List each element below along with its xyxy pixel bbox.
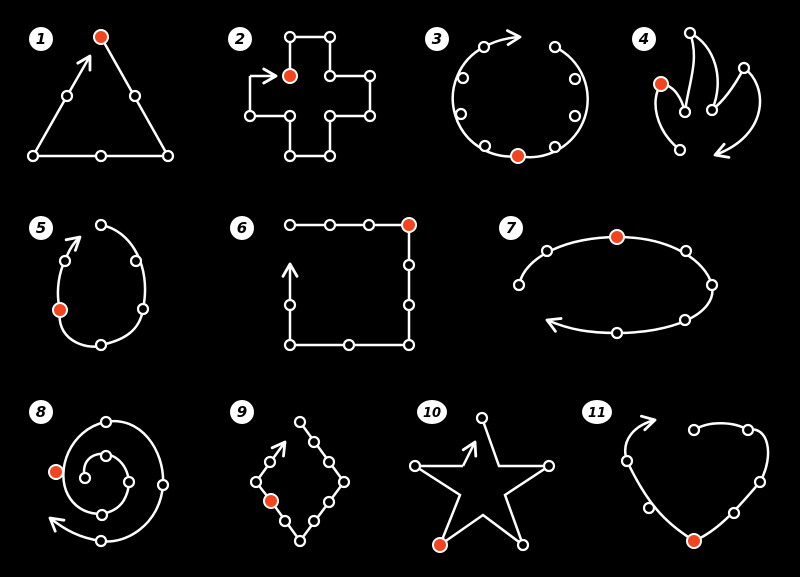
figure-4-flame: 4 — [632, 26, 762, 159]
figure-2-cross: 2 — [228, 27, 377, 163]
trace-dots — [673, 26, 751, 157]
figure-number-label: 9 — [237, 403, 247, 421]
direction-arrow — [56, 235, 82, 311]
trace-dots — [26, 89, 175, 163]
figure-number-label: 10 — [423, 406, 441, 421]
start-point — [282, 68, 298, 84]
figure-number-label: 1 — [36, 30, 46, 48]
start-point — [653, 76, 669, 92]
number-badge — [632, 27, 656, 51]
direction-arrow — [660, 30, 762, 159]
trace-path — [58, 223, 147, 348]
trace-dots — [512, 244, 719, 340]
start-point — [510, 148, 526, 164]
trace-path — [48, 419, 165, 543]
trace-path — [248, 35, 372, 158]
figure-8-spiral: 8 — [29, 400, 170, 548]
trace-path — [410, 464, 463, 546]
figure-5-egg: 5 — [29, 216, 150, 352]
number-badge — [29, 27, 53, 51]
trace-path — [288, 223, 411, 347]
number-badge — [417, 400, 447, 424]
trace-dots — [408, 411, 556, 552]
figure-number-label: 8 — [36, 403, 46, 421]
start-point — [432, 537, 448, 553]
start-point — [48, 464, 64, 480]
direction-arrow — [65, 54, 92, 97]
trace-path — [439, 417, 554, 549]
number-badge — [230, 216, 254, 240]
trace-dots — [454, 40, 582, 154]
trace-dots — [249, 415, 351, 548]
figure-7-ellipse: 7 — [499, 216, 719, 340]
trace-dots — [620, 423, 767, 520]
figure-9-rhombus: 9 — [230, 400, 351, 548]
figure-number-label: 4 — [638, 30, 649, 48]
number-badge — [230, 400, 254, 424]
trace-dots — [283, 218, 416, 352]
direction-arrow — [624, 414, 695, 543]
start-point — [93, 29, 109, 45]
start-point — [52, 302, 68, 318]
trace-path — [517, 45, 589, 159]
figure-number-label: 11 — [588, 406, 606, 421]
trace-dots — [58, 218, 150, 352]
number-badge — [228, 27, 252, 51]
trace-path — [30, 36, 171, 158]
number-badge — [582, 400, 612, 424]
start-point — [609, 229, 625, 245]
direction-arrow — [461, 440, 478, 467]
number-badge — [425, 27, 449, 51]
figure-6-square: 6 — [230, 216, 417, 352]
trace-path — [517, 235, 618, 286]
start-point — [263, 493, 279, 509]
figure-1-triangle: 1 — [26, 27, 175, 163]
start-point — [401, 217, 417, 233]
figure-11-heart: 11 — [582, 400, 770, 549]
trace-path — [693, 422, 770, 543]
trace-dots — [78, 415, 170, 548]
figure-number-label: 3 — [432, 30, 442, 48]
direction-arrow — [254, 440, 287, 502]
figure-10-star: 10 — [408, 400, 556, 553]
number-badge — [29, 216, 53, 240]
figure-number-label: 5 — [36, 219, 46, 237]
start-point — [686, 533, 702, 549]
figure-number-label: 2 — [235, 30, 245, 48]
figure-number-label: 6 — [237, 219, 247, 237]
trace-dots — [243, 30, 377, 163]
number-badge — [499, 216, 523, 240]
figure-number-label: 7 — [506, 219, 517, 237]
number-badge — [29, 400, 53, 424]
figure-3-circle: 3 — [425, 27, 589, 164]
